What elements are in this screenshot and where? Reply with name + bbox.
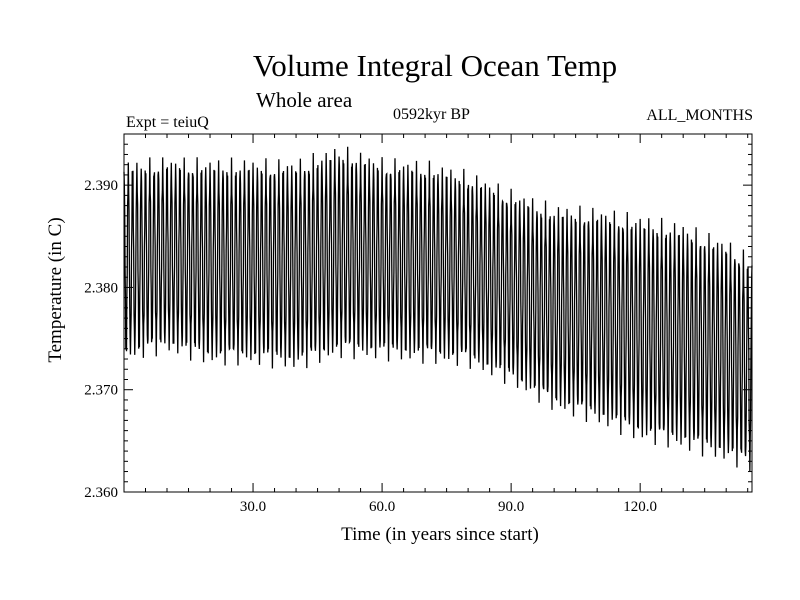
chart-subtitle: Whole area xyxy=(256,88,353,112)
series-layer xyxy=(123,146,753,472)
chart-title: Volume Integral Ocean Temp xyxy=(252,48,618,83)
x-tick-label: 60.0 xyxy=(369,499,395,515)
months-label: ALL_MONTHS xyxy=(646,107,753,124)
y-tick-label: 2.390 xyxy=(84,178,118,194)
x-axis-label: Time (in years since start) xyxy=(341,524,539,545)
y-tick-label: 2.360 xyxy=(84,485,118,501)
y-tick-label: 2.380 xyxy=(84,280,118,296)
experiment-label: Expt = teiuQ xyxy=(126,114,209,131)
x-tick-label: 90.0 xyxy=(498,499,524,515)
series-line-0 xyxy=(123,146,753,472)
plot-frame xyxy=(123,133,753,493)
x-tick-label: 30.0 xyxy=(240,499,266,515)
tick-layer: 2.360 2.370 2.380 2.390 30.0 60.0 90.0 120.0 xyxy=(84,133,752,515)
y-tick-label: 2.370 xyxy=(84,383,118,399)
period-label: 0592kyr BP xyxy=(393,106,470,123)
x-tick-label: 120.0 xyxy=(623,499,657,515)
